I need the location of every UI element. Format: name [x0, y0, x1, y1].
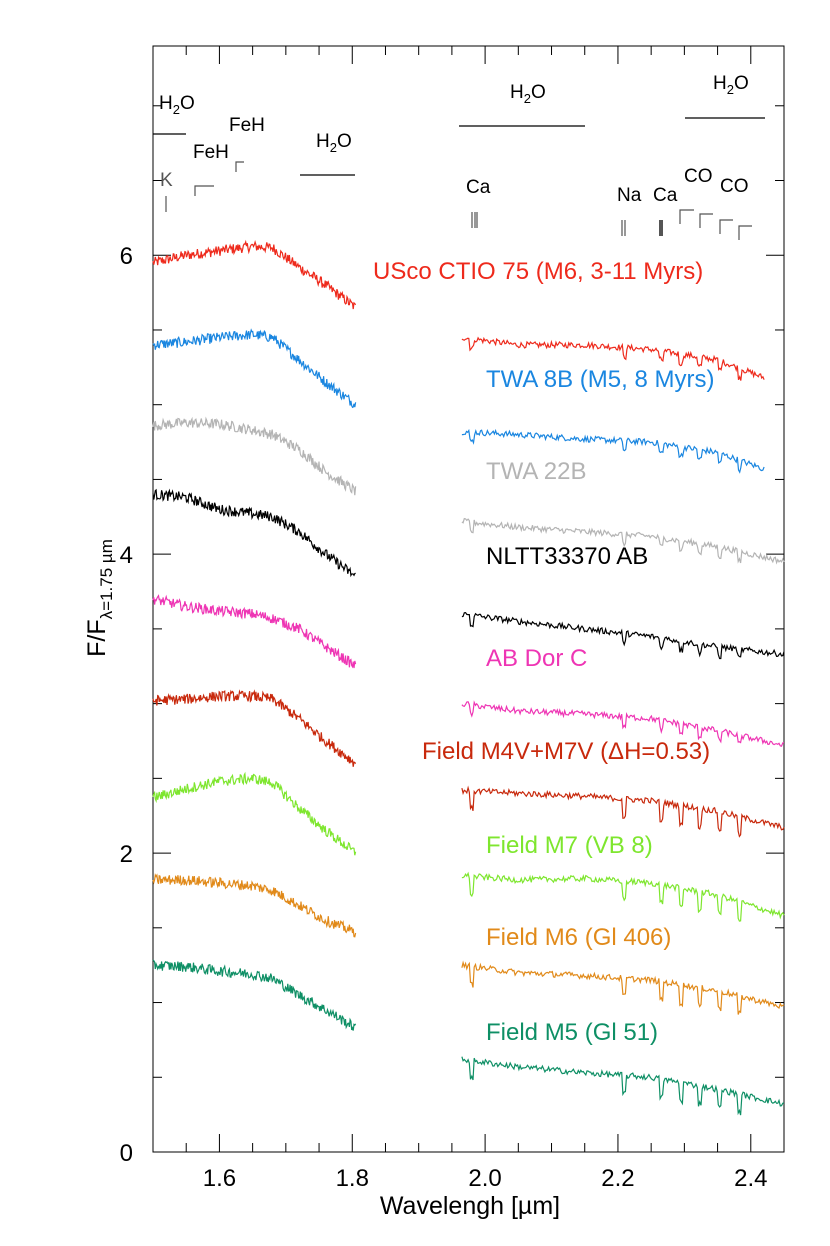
spectrum-6-k_band	[461, 871, 785, 922]
ann-h2o-1-o: O	[180, 93, 195, 114]
ann-h2o-4: H2O	[713, 73, 749, 97]
x-tick-label: 1.8	[336, 1165, 369, 1192]
spectrum-7-k_band	[461, 960, 785, 1015]
label-m4m7: Field M4V+M7V (ΔH=0.53)	[422, 738, 710, 765]
ann-h2o-1-sub: 2	[173, 102, 180, 117]
ann-h2o-4-o: O	[734, 73, 749, 94]
feh2-marker	[235, 161, 244, 172]
feature-markers	[153, 117, 765, 240]
ann-h2o-4-sub: 2	[727, 82, 734, 97]
spectrum-1-k_band	[461, 428, 765, 474]
ann-h2o-3-sub: 2	[524, 91, 531, 106]
spectra-lines	[152, 239, 785, 1116]
label-abdor: AB Dor C	[486, 645, 587, 672]
ann-na: Na	[617, 185, 642, 206]
y-axis-title-main: F/F	[83, 619, 111, 657]
y-tick-label: 2	[120, 841, 133, 868]
co2-marker	[699, 213, 713, 228]
x-tick-label: 2.0	[468, 1165, 501, 1192]
ann-h2o-3-o: O	[531, 82, 546, 103]
label-nltt: NLTT33370 AB	[486, 543, 648, 570]
label-vb8: Field M7 (VB 8)	[486, 832, 653, 859]
ca2-marker	[659, 220, 663, 236]
y-tick-label: 6	[120, 243, 133, 270]
spectrum-6-h_band	[152, 771, 357, 856]
x-tick-label: 1.6	[203, 1165, 236, 1192]
y-tick-label: 0	[120, 1140, 133, 1167]
ca1-marker	[471, 212, 478, 228]
spectrum-4-k_band	[461, 700, 785, 747]
spectrum-3-h_band	[152, 488, 356, 578]
ann-h2o-1: H2O	[159, 93, 195, 117]
spectrum-3-k_band	[461, 611, 785, 660]
label-usco: USco CTIO 75 (M6, 3-11 Myrs)	[373, 258, 703, 285]
ann-h2o-2-o: O	[337, 131, 352, 152]
ann-co-2: CO	[720, 176, 749, 197]
x-tick-label: 2.2	[601, 1165, 634, 1192]
spectrum-1-h_band	[152, 328, 357, 409]
co4-marker	[738, 225, 752, 240]
y-axis-title-sub: λ=1.75 µm	[97, 539, 116, 619]
spectrum-4-h_band	[152, 594, 357, 669]
feh1-marker	[194, 185, 214, 196]
x-axis-title: Wavelengh [µm]	[380, 1192, 560, 1220]
spectrum-8-k_band	[461, 1056, 785, 1116]
ann-h2o-3: H2O	[510, 82, 546, 106]
spectrum-0-h_band	[152, 239, 357, 310]
label-twa8b: TWA 8B (M5, 8 Myrs)	[486, 366, 714, 393]
x-tick-label: 2.4	[734, 1165, 767, 1192]
ann-feh-2: FeH	[229, 115, 265, 136]
ann-ca-2: Ca	[653, 185, 678, 206]
label-gl406: Field M6 (Gl 406)	[486, 924, 671, 951]
na-marker	[621, 220, 626, 236]
ann-h2o-2-sub: 2	[330, 140, 337, 155]
ann-feh-1: FeH	[193, 142, 229, 163]
y-tick-label: 4	[120, 542, 133, 569]
label-twa22b: TWA 22B	[486, 458, 586, 485]
ann-co-1: CO	[684, 166, 713, 187]
series-labels: USco CTIO 75 (M6, 3-11 Myrs) TWA 8B (M5,…	[373, 258, 714, 1046]
label-gl51: Field M5 (Gl 51)	[486, 1019, 658, 1046]
ann-ca-1: Ca	[466, 177, 491, 198]
axis-ticks: 1.6 1.8 2.0 2.2 2.4 0 2 4 6	[120, 46, 785, 1192]
spectrum-2-h_band	[152, 416, 357, 496]
spectrum-5-h_band	[152, 689, 357, 767]
ann-k: K	[160, 170, 173, 191]
spectrum-5-k_band	[461, 785, 785, 838]
spectrum-8-h_band	[152, 959, 357, 1031]
co1-marker	[679, 209, 694, 224]
y-axis-title: F/Fλ=1.75 µm	[83, 539, 116, 657]
co3-marker	[719, 219, 733, 234]
ann-h2o-2: H2O	[316, 131, 352, 155]
spectrum-0-k_band	[461, 336, 765, 381]
spectrum-7-h_band	[152, 873, 357, 938]
spectrum-2-k_band	[461, 517, 785, 565]
feature-labels: H2O FeH FeH H2O K H2O H2O Ca Na Ca CO CO	[159, 73, 749, 206]
